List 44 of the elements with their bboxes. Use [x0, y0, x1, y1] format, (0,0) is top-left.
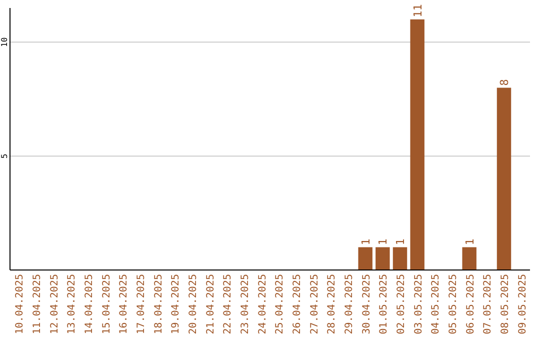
x-tick-label: 12.04.2025 — [49, 274, 60, 334]
y-tick-label: 10 — [0, 37, 9, 47]
x-tick-label: 04.05.2025 — [430, 274, 442, 334]
x-tick-label: 08.05.2025 — [500, 274, 511, 334]
bar — [376, 247, 390, 270]
x-tick-label: 07.05.2025 — [482, 274, 494, 334]
x-tick-label: 14.04.2025 — [84, 274, 95, 334]
data-label: 11 — [411, 4, 424, 18]
x-tick-label: 10.04.2025 — [14, 274, 26, 334]
x-tick-label: 19.04.2025 — [170, 274, 182, 334]
x-tick-label: 05.05.2025 — [448, 274, 459, 334]
data-label: 1 — [359, 238, 372, 246]
data-label: 1 — [394, 238, 407, 246]
bar — [462, 247, 476, 270]
x-tick-label: 24.04.2025 — [257, 274, 268, 334]
x-tick-label: 22.04.2025 — [222, 274, 234, 334]
x-tick-label: 30.04.2025 — [361, 274, 372, 334]
x-tick-label: 28.04.2025 — [326, 274, 338, 334]
x-tick-label: 18.04.2025 — [153, 274, 164, 334]
x-tick-label: 25.04.2025 — [274, 274, 286, 334]
x-tick-label: 21.04.2025 — [205, 274, 216, 334]
y-tick-label: 5 — [0, 154, 9, 158]
x-tick-label: 13.04.2025 — [66, 274, 78, 334]
x-tick-label: 23.04.2025 — [240, 274, 251, 334]
x-tick-label: 06.05.2025 — [465, 274, 476, 334]
x-tick-label: 09.05.2025 — [517, 274, 528, 334]
x-tick-label: 02.05.2025 — [396, 274, 407, 334]
x-tick-label: 26.04.2025 — [292, 274, 303, 334]
x-tick-label: 03.05.2025 — [413, 274, 424, 334]
bar — [358, 247, 372, 270]
data-label: 1 — [376, 238, 390, 246]
data-label: 1 — [463, 238, 476, 246]
x-tick-label: 20.04.2025 — [188, 274, 199, 334]
x-tick-label: 15.04.2025 — [101, 274, 112, 334]
x-tick-label: 16.04.2025 — [118, 274, 130, 334]
x-tick-label: 11.04.2025 — [32, 274, 43, 334]
bar — [410, 19, 424, 270]
x-tick-label: 29.04.2025 — [344, 274, 355, 334]
bar — [392, 247, 408, 270]
x-tick-label: 27.04.2025 — [309, 274, 320, 334]
x-tick-label: 17.04.2025 — [136, 274, 147, 334]
bar — [496, 88, 512, 270]
data-label: 8 — [498, 79, 511, 86]
x-tick-label: 01.05.2025 — [378, 274, 390, 334]
